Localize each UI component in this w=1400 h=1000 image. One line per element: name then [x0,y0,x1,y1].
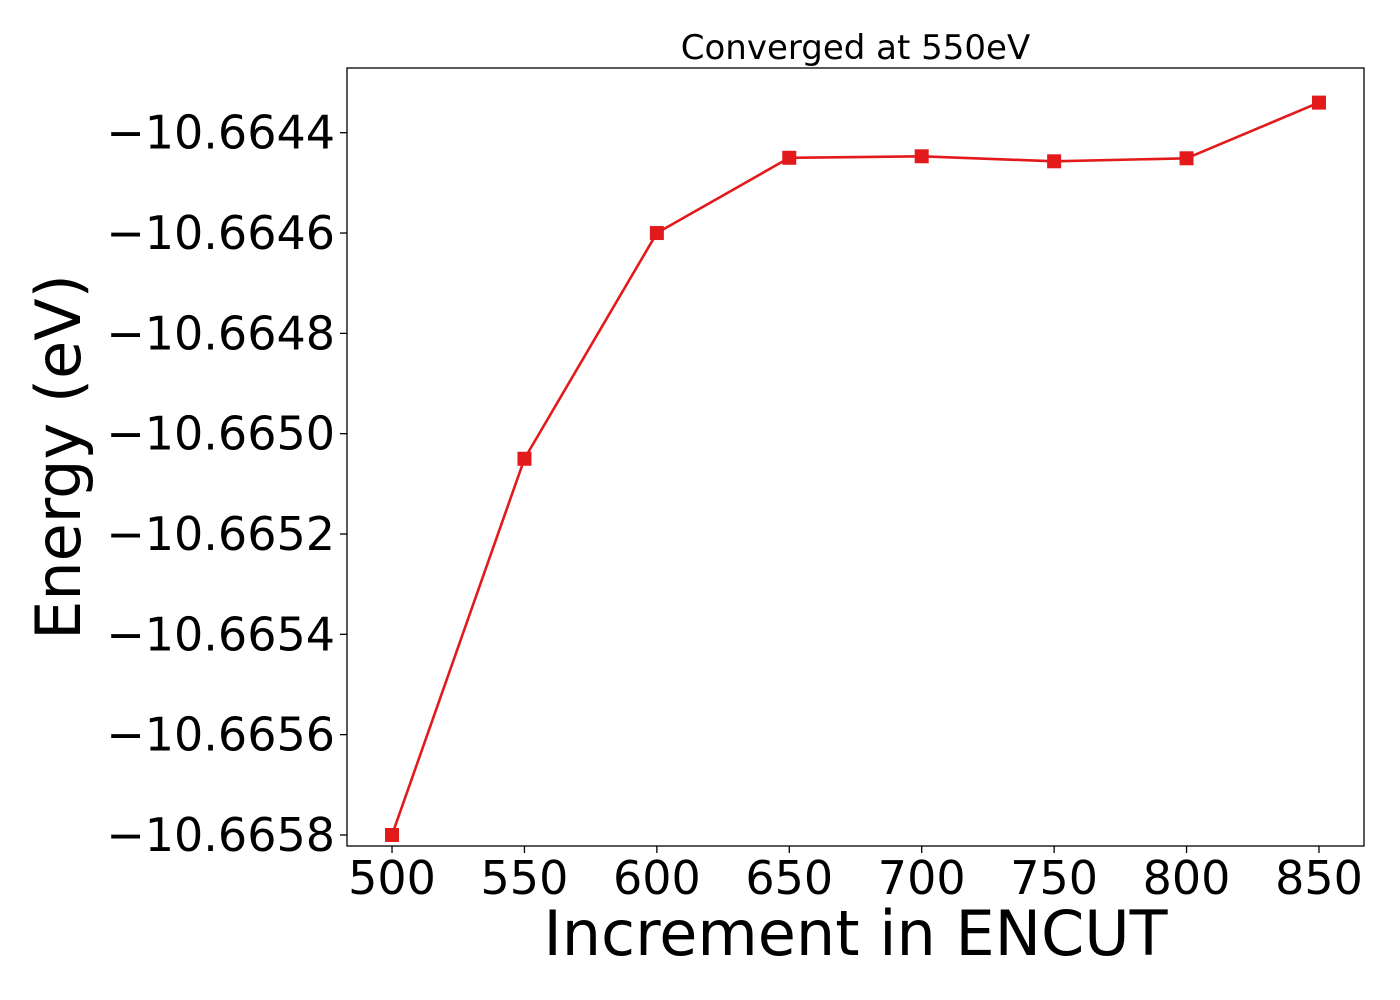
x-tick-label: 550 [481,851,569,905]
data-point-marker [914,149,929,164]
y-tick-label: −10.6656 [106,708,335,762]
x-axis-label: Increment in ENCUT [543,897,1168,970]
x-tick-label: 750 [1010,851,1098,905]
series-line [390,101,1320,836]
x-axis: 500 550 600 650 700 750 800 850 [348,846,1363,905]
x-tick-label: 800 [1143,851,1231,905]
y-tick-label: −10.6658 [106,808,335,862]
y-axis: −10.6644 −10.6646 −10.6648 −10.6650 −10.6652… [106,106,347,862]
data-point-marker [1179,151,1194,166]
x-tick-label: 650 [745,851,833,905]
x-tick-label: 500 [348,851,436,905]
x-tick-label: 700 [878,851,966,905]
y-axis-label: Energy (eV) [22,274,95,640]
chart-title: Converged at 550eV [681,28,1030,68]
y-tick-label: −10.6644 [106,106,335,160]
data-point-marker [1047,154,1062,169]
series-energy [385,95,1326,842]
data-point-marker [1311,95,1326,110]
data-point-marker [649,226,664,241]
y-tick-label: −10.6652 [106,507,335,561]
data-point-marker [385,827,400,842]
data-point-marker [782,150,797,165]
x-tick-label: 600 [613,851,701,905]
y-tick-label: −10.6646 [106,206,335,260]
data-point-marker [517,451,532,466]
y-tick-label: −10.6650 [106,407,335,461]
plot-area-frame [346,67,1365,847]
y-tick-label: −10.6648 [106,306,335,360]
x-tick-label: 850 [1275,851,1363,905]
y-tick-label: −10.6654 [106,607,335,661]
